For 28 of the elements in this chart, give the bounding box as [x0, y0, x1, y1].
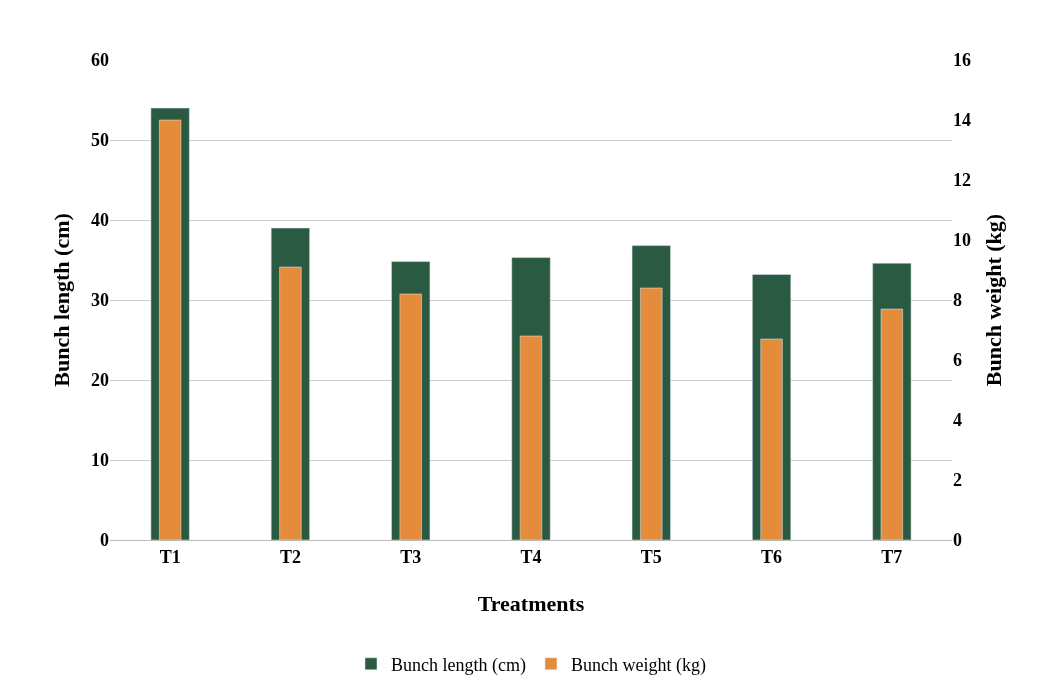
- x-tick-label: T1: [159, 546, 181, 567]
- legend-label: Bunch weight (kg): [570, 654, 706, 676]
- y-axis-title: Bunch length (cm): [48, 213, 74, 387]
- x-tick-label: T4: [520, 546, 542, 567]
- x-tick-label: T5: [640, 546, 662, 567]
- x-axis-title: Treatments: [477, 591, 585, 617]
- x-tick-label: T2: [279, 546, 301, 567]
- y-tick-label: 40: [91, 210, 109, 231]
- y2-tick-label: 16: [953, 50, 971, 71]
- y2-axis-title: Bunch weight (kg): [980, 213, 1006, 387]
- y2-tick-label: 12: [953, 170, 971, 191]
- legend-label: Bunch length (cm): [391, 654, 526, 676]
- y2-tick-label: 6: [953, 350, 962, 371]
- y-tick-label: 60: [91, 50, 109, 71]
- y2-tick-label: 10: [953, 230, 971, 251]
- y-tick-label: 10: [91, 450, 109, 471]
- x-tick-label: T6: [761, 546, 783, 567]
- y2-tick-label: 4: [953, 410, 962, 431]
- y-tick-label: 50: [91, 130, 109, 151]
- y2-tick-label: 8: [953, 290, 962, 311]
- y2-tick-label: 2: [953, 470, 962, 491]
- x-tick-label: T3: [400, 546, 422, 567]
- y-tick-label: 0: [100, 530, 109, 551]
- y2-tick-label: 14: [953, 110, 971, 131]
- y-tick-label: 20: [91, 370, 109, 391]
- y-tick-label: 30: [91, 290, 109, 311]
- x-tick-label: T7: [881, 546, 903, 567]
- y2-tick-label: 0: [953, 530, 962, 551]
